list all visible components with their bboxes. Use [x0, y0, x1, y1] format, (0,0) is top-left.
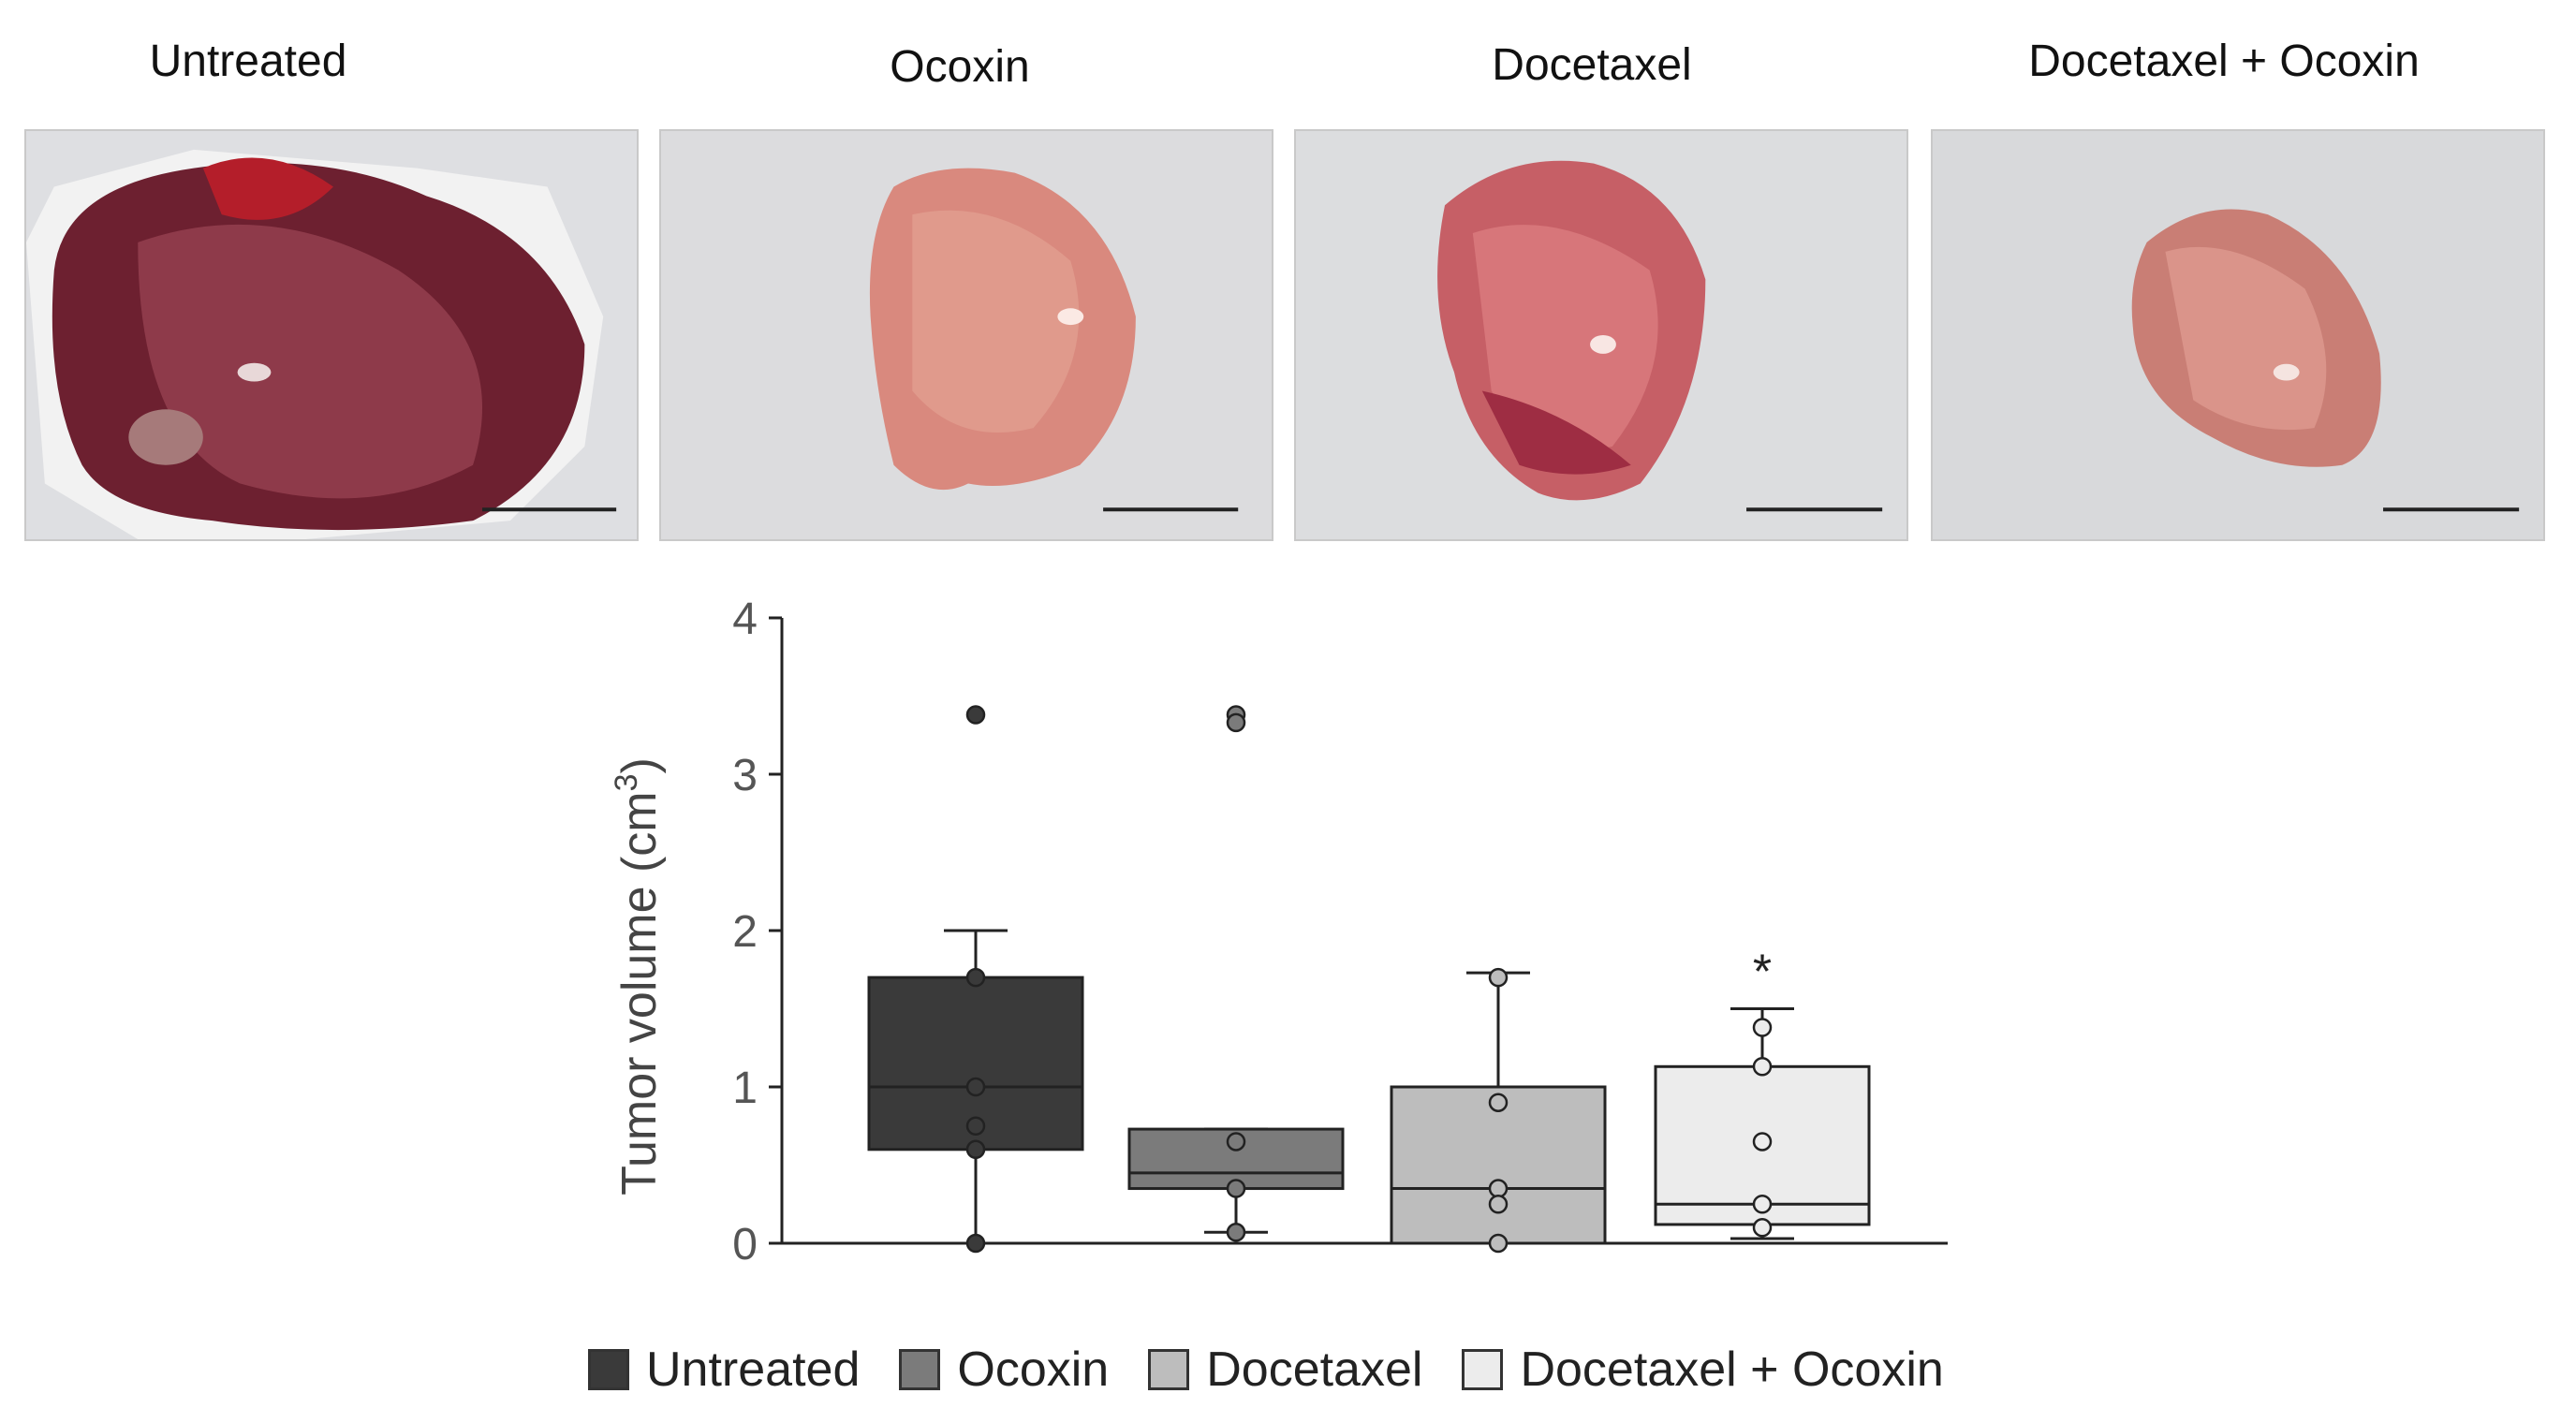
panel-title-docetaxel-ocoxin: Docetaxel + Ocoxin	[2028, 37, 2420, 86]
group-3-point-5	[1488, 1233, 1509, 1254]
tumor-photo-ocoxin	[659, 129, 1273, 541]
legend-label-docetaxel-ocoxin: Docetaxel + Ocoxin	[1520, 1342, 1944, 1397]
y-tick-label-0: 0	[732, 1220, 758, 1269]
panel-title-untreated: Untreated	[149, 37, 347, 86]
legend-label-untreated: Untreated	[646, 1342, 861, 1397]
y-axis-label: Tumor volume (cm3)	[609, 757, 667, 1196]
group-4-significance-marker: *	[1753, 946, 1772, 1000]
tumor-photo-docetaxel-ocoxin	[1931, 129, 2545, 541]
group-4-point-2	[1752, 1057, 1773, 1077]
panel-title-ocoxin: Ocoxin	[890, 42, 1030, 92]
group-3-point-2	[1488, 1093, 1509, 1112]
group-1-point-3	[965, 1077, 986, 1097]
group-4-point-5	[1752, 1218, 1773, 1238]
tumor-photo-untreated	[24, 129, 639, 541]
group-1-point-2	[965, 967, 986, 988]
legend-swatch-ocoxin	[899, 1349, 941, 1390]
legend-item-docetaxel-ocoxin: Docetaxel + Ocoxin	[1462, 1342, 1944, 1398]
legend-item-untreated: Untreated	[588, 1342, 860, 1398]
group-4-point-1	[1752, 1018, 1773, 1037]
group-1-point-4	[965, 1116, 986, 1136]
group-1-point-1	[965, 705, 986, 725]
y-tick-label-1: 1	[732, 1064, 758, 1113]
group-1-point-6	[965, 1233, 986, 1254]
group-2-point-3	[1226, 1132, 1246, 1152]
legend-label-docetaxel: Docetaxel	[1206, 1342, 1423, 1397]
group-2-point-5	[1226, 1223, 1246, 1242]
group-1-point-5	[965, 1139, 986, 1160]
group-2-point-4	[1226, 1179, 1246, 1198]
legend-swatch-docetaxel-ocoxin	[1462, 1349, 1504, 1390]
legend-item-docetaxel: Docetaxel	[1148, 1342, 1422, 1398]
legend-label-ocoxin: Ocoxin	[957, 1342, 1110, 1397]
y-tick-label-3: 3	[732, 751, 758, 800]
group-3-point-1	[1488, 967, 1509, 988]
group-3-point-4	[1488, 1195, 1509, 1214]
group-3-point-3	[1488, 1179, 1509, 1198]
group-4-point-3	[1752, 1132, 1773, 1152]
y-tick-label-4: 4	[732, 594, 758, 644]
legend-swatch-docetaxel	[1148, 1349, 1190, 1390]
y-tick-label-2: 2	[732, 907, 758, 957]
group-4-point-4	[1752, 1195, 1773, 1214]
group-3-box	[1390, 1085, 1607, 1245]
group-2-point-2	[1226, 712, 1246, 733]
tumor-photo-docetaxel	[1294, 129, 1908, 541]
panel-title-docetaxel: Docetaxel	[1492, 40, 1692, 90]
chart-legend: Untreated Ocoxin Docetaxel Docetaxel + O…	[588, 1337, 1983, 1402]
legend-item-ocoxin: Ocoxin	[899, 1342, 1109, 1398]
tumor-volume-box-plot: 0 1 2 3 4 * Tumor volume (cm3)	[609, 594, 1948, 1269]
legend-swatch-untreated	[588, 1349, 629, 1390]
